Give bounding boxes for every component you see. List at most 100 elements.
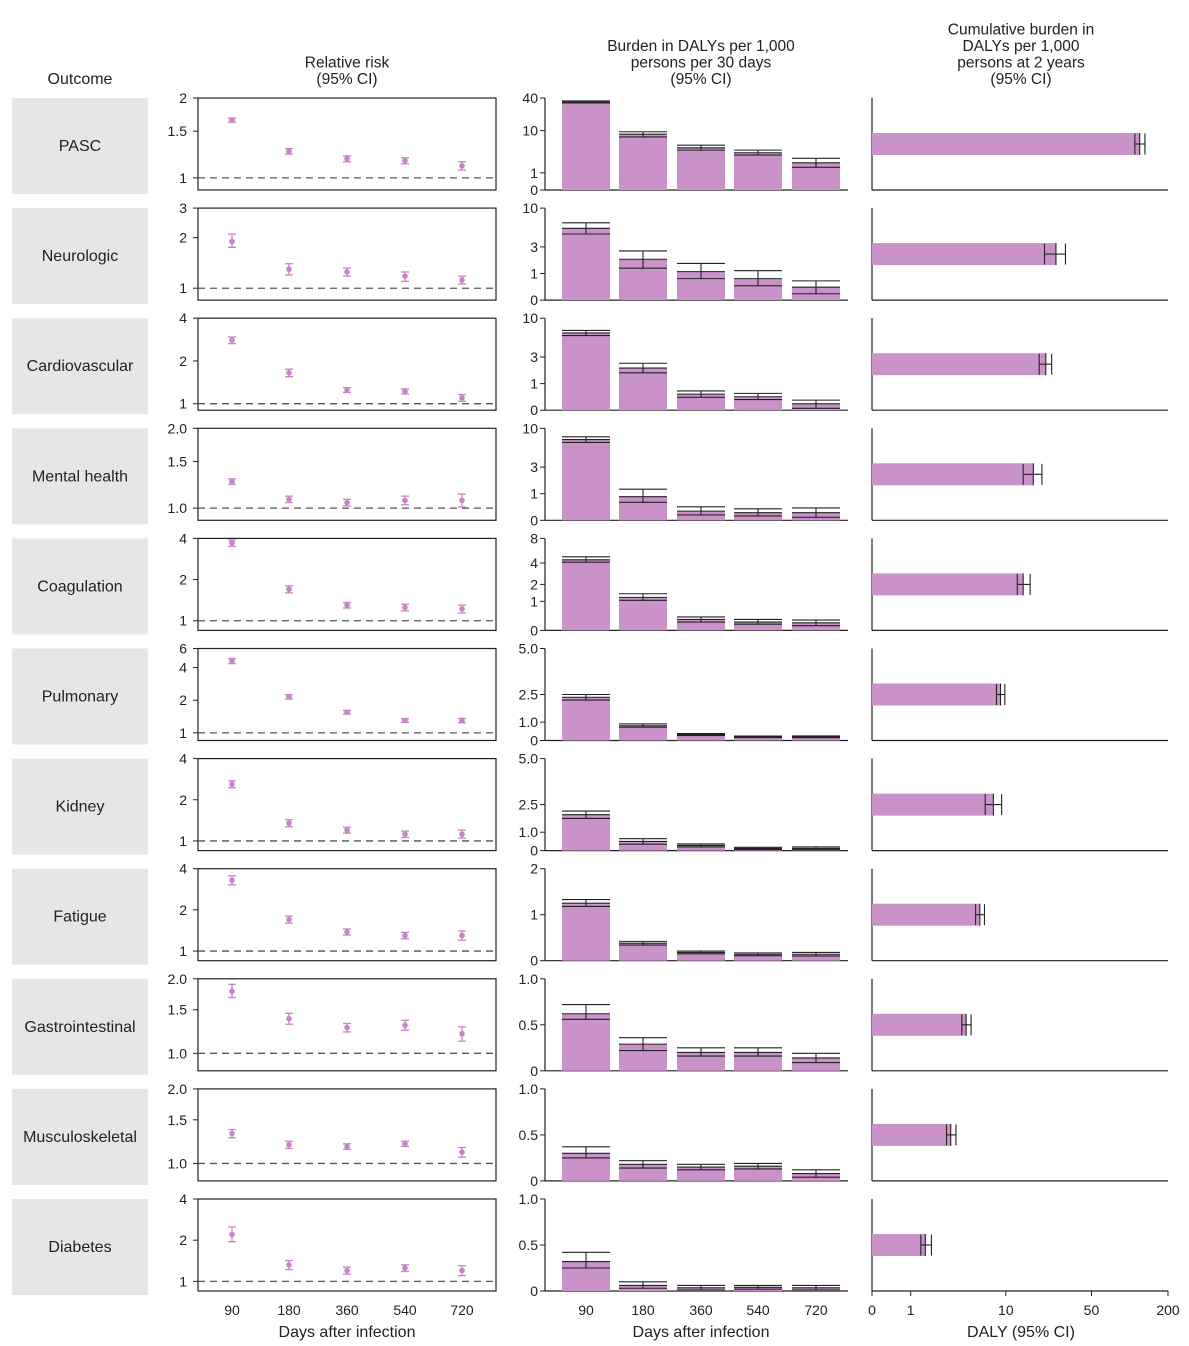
burden-bar bbox=[562, 332, 610, 411]
rr-y-tick-label: 4 bbox=[179, 660, 187, 676]
burden-panel: 8 4 21 0 bbox=[530, 530, 848, 638]
relative-risk-header-line: (95% CI) bbox=[316, 71, 377, 88]
rr-point bbox=[344, 602, 350, 608]
rr-y-tick-label: 2 bbox=[179, 692, 187, 708]
rr-point bbox=[459, 1030, 465, 1037]
outcome-label-box bbox=[12, 978, 148, 1075]
burden-y-tick-label: 0 bbox=[530, 1173, 538, 1189]
rr-y-tick-label: 1 bbox=[179, 833, 187, 849]
rr-point bbox=[229, 658, 235, 664]
rr-point bbox=[402, 497, 408, 504]
rr-y-tick-label: 1.0 bbox=[168, 1155, 188, 1171]
outcome-label-box bbox=[12, 318, 148, 415]
rr-point bbox=[229, 540, 235, 546]
rr-x-axis-label: Days after infection bbox=[279, 1324, 416, 1341]
rr-point bbox=[229, 478, 235, 485]
rr-y-tick-label: 1.0 bbox=[168, 1045, 188, 1061]
rr-y-tick-label: 1 bbox=[179, 725, 187, 741]
rr-point bbox=[459, 497, 465, 504]
burden-bar bbox=[619, 725, 667, 741]
cumulative-burden-header-line: persons at 2 years bbox=[957, 55, 1085, 72]
burden-x-tick-label: 720 bbox=[804, 1302, 828, 1318]
outcome-label: Kidney bbox=[56, 799, 105, 816]
rr-y-tick-label: 1.5 bbox=[168, 453, 188, 469]
burden-bar bbox=[677, 734, 725, 741]
cumulative-panel bbox=[871, 98, 1168, 191]
cumulative-bar bbox=[872, 353, 1046, 376]
burden-y-tick-label: 1 bbox=[530, 907, 538, 923]
burden-y-tick-label: 1.0 bbox=[519, 824, 539, 840]
rr-point bbox=[344, 1267, 350, 1274]
cumulative-panel bbox=[871, 1088, 1168, 1182]
burden-y-tick-label: 1.0 bbox=[519, 1081, 539, 1097]
burden-y-tick-label: 0 bbox=[530, 953, 538, 969]
rr-point bbox=[402, 157, 408, 164]
rr-point bbox=[286, 916, 292, 923]
cumulative-bar bbox=[872, 683, 1001, 706]
burden-x-tick-label: 90 bbox=[578, 1302, 594, 1318]
burden-bar bbox=[562, 559, 610, 631]
burden-bar bbox=[734, 396, 782, 411]
rr-y-tick-label: 2.0 bbox=[168, 1081, 188, 1097]
cumulative-panel bbox=[871, 208, 1168, 301]
outcome-label-box bbox=[12, 868, 148, 965]
rr-y-tick-label: 1 bbox=[179, 170, 187, 186]
rr-point bbox=[402, 604, 408, 611]
rr-axes-box bbox=[197, 1198, 497, 1292]
rr-point bbox=[459, 606, 465, 612]
rr-x-tick-label: 540 bbox=[393, 1302, 417, 1318]
burden-y-tick-label: 2 bbox=[530, 861, 538, 877]
cumulative-x-axis-label: DALY (95% CI) bbox=[967, 1324, 1075, 1341]
burden-bar bbox=[562, 228, 610, 301]
cumulative-panel bbox=[871, 428, 1168, 521]
relative-risk-panel: 4 2 1 bbox=[179, 861, 497, 962]
rr-point bbox=[229, 117, 235, 123]
outcome-label-box bbox=[12, 428, 148, 525]
rr-x-tick-label: 720 bbox=[450, 1302, 474, 1318]
rr-point bbox=[229, 337, 235, 343]
relative-risk-header-line: Relative risk bbox=[305, 55, 390, 72]
rr-point bbox=[402, 1022, 408, 1028]
outcome-row: Gastrointestinal 2.0 1.5 1.0 1.0 0.5 0 bbox=[12, 971, 1168, 1079]
cumulative-panel bbox=[871, 758, 1168, 852]
outcome-label: Neurologic bbox=[42, 248, 118, 265]
relative-risk-panel: 3 2 1 bbox=[179, 200, 497, 301]
burden-bar bbox=[677, 1167, 725, 1181]
rr-point bbox=[286, 148, 292, 155]
outcome-row: Fatigue 4 2 1 2 1 0 bbox=[12, 861, 1168, 969]
burden-bar bbox=[562, 903, 610, 961]
burden-y-tick-label: 0 bbox=[530, 1283, 538, 1299]
rr-point bbox=[286, 370, 292, 376]
rr-x-tick-label: 90 bbox=[224, 1302, 240, 1318]
cumulative-burden-header-line: Cumulative burden in bbox=[948, 22, 1094, 39]
rr-y-tick-label: 1 bbox=[179, 396, 187, 412]
outcome-label: Fatigue bbox=[53, 909, 106, 926]
rr-point bbox=[344, 929, 350, 935]
cumulative-panel bbox=[871, 1199, 1168, 1292]
burden-y-tick-label: 1.0 bbox=[519, 714, 539, 730]
burden-x-axis-label: Days after infection bbox=[633, 1324, 770, 1341]
outcome-row: Diabetes 4 2 1 1.0 0.5 0 bbox=[12, 1191, 1168, 1299]
burden-y-tick-label: 10 bbox=[522, 123, 538, 139]
cumulative-panel bbox=[871, 648, 1168, 742]
burden-panel: 1.0 0.5 0 bbox=[519, 1081, 848, 1189]
burden-bar bbox=[562, 101, 610, 190]
rr-y-tick-label: 2.0 bbox=[168, 420, 188, 436]
outcome-label-box bbox=[12, 758, 148, 855]
rr-point bbox=[286, 1262, 292, 1268]
rr-y-tick-label: 1.5 bbox=[168, 123, 188, 139]
relative-risk-panel: 4 2 1 bbox=[179, 1191, 497, 1292]
rr-point bbox=[344, 827, 350, 833]
burden-bar bbox=[734, 622, 782, 631]
rr-y-tick-label: 1.0 bbox=[168, 500, 188, 516]
cumulative-bar bbox=[872, 463, 1034, 486]
burden-y-tick-label: 1 bbox=[530, 486, 538, 502]
burden-bar bbox=[792, 1057, 840, 1071]
burden-bar bbox=[677, 1052, 725, 1071]
burden-y-tick-label: 2.5 bbox=[519, 687, 539, 703]
burden-y-tick-label: 0 bbox=[530, 843, 538, 859]
burden-header-line: Burden in DALYs per 1,000 bbox=[607, 38, 795, 55]
